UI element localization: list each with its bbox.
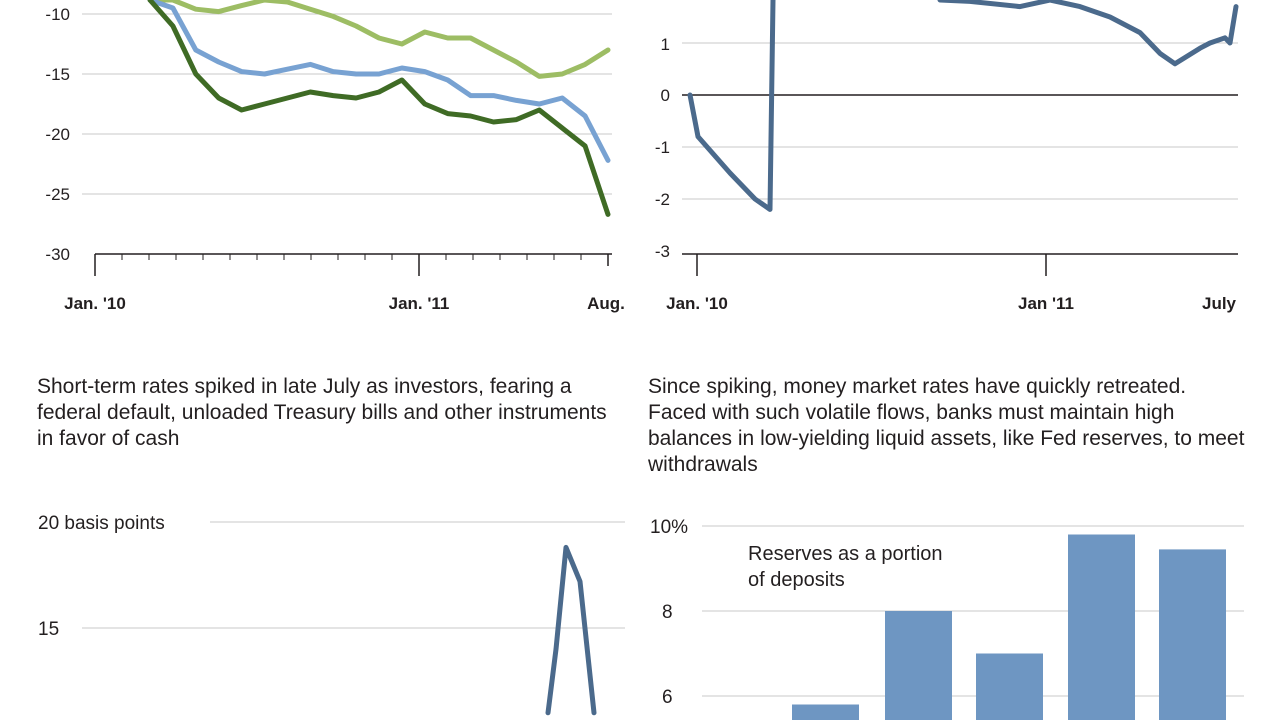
- chart1-series-1: [147, 0, 611, 163]
- chart2-ytick-1: 0: [661, 86, 670, 105]
- chart1-ytick-2: -20: [45, 125, 70, 144]
- chart4-ytick-1: 8: [662, 602, 673, 623]
- chart2-xtick-1: Jan '11: [1018, 294, 1074, 313]
- chart-bottom-left: 20 basis points 15: [38, 513, 625, 716]
- chart2-ytick-2: -1: [655, 138, 670, 157]
- chart4-bars: [792, 534, 1226, 720]
- caption-right: Since spiking, money market rates have q…: [648, 375, 1245, 476]
- chart4-bar-3: [976, 653, 1043, 720]
- chart4-bar-2: [885, 611, 952, 720]
- chart-top-right: 1 0 -1 -2 -3 Jan. '10 Jan '11 July: [655, 0, 1239, 313]
- chart4-bar-4: [1068, 534, 1135, 720]
- chart4-bar-1: [792, 704, 859, 720]
- chart3-ytick-0: 20 basis points: [38, 513, 165, 534]
- chart-top-left: -10 -15 -20 -25 -30 Jan. '10 Jan. '11 Au…: [45, 0, 625, 313]
- caption-left: Short-term rates spiked in late July as …: [37, 375, 607, 450]
- chart2-xtick-2: July: [1202, 294, 1237, 313]
- chart4-bar-5: [1159, 549, 1226, 720]
- chart1-ytick-0: -10: [45, 5, 70, 24]
- chart1-ytick-3: -25: [45, 185, 70, 204]
- chart2-series-0b: [937, 0, 1239, 67]
- chart1-grid: [82, 13, 612, 195]
- chart2-ytick-4: -3: [655, 242, 670, 261]
- chart4-ytick-0: 10%: [650, 517, 688, 538]
- chart1-xtick-0: Jan. '10: [64, 294, 126, 313]
- chart3-lines: [545, 544, 597, 716]
- chart1-series-0: [147, 0, 611, 79]
- chart1-xtick-1: Jan. '11: [389, 294, 450, 313]
- chart1-xtick-2: Aug.: [587, 294, 625, 313]
- chart2-xtick-0: Jan. '10: [666, 294, 728, 313]
- chart4-ylabel: Reserves as a portion of deposits: [748, 543, 948, 591]
- chart1-ytick-1: -15: [45, 65, 70, 84]
- chart2-ytick-3: -2: [655, 190, 670, 209]
- chart1-ytick-4: -30: [45, 245, 70, 264]
- chart2-ytick-0: 1: [661, 35, 670, 54]
- chart3-ytick-1: 15: [38, 619, 59, 640]
- chart2-lines: [687, 0, 1239, 212]
- chart3-series-0: [545, 544, 597, 716]
- chart2-grid: [682, 42, 1238, 200]
- chart2-series-0: [687, 0, 776, 212]
- chart-bottom-right: 10% 8 6 Reserves as a portion of deposit…: [650, 517, 1244, 720]
- chart1-lines: [147, 0, 611, 217]
- chart1-series-2: [147, 0, 611, 217]
- chart4-ytick-2: 6: [662, 687, 673, 708]
